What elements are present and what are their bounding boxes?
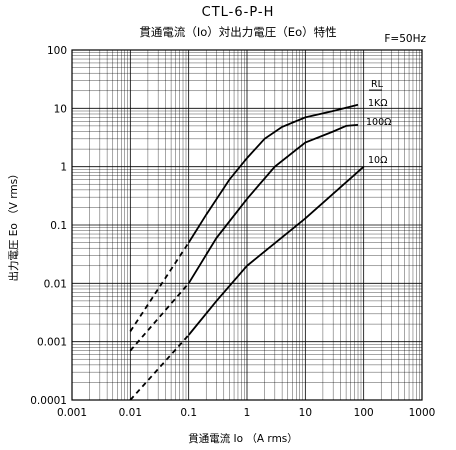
chart-subtitle: 貫通電流（Io）対出力電圧（Eo）特性 <box>139 25 336 39</box>
series-label: 100Ω <box>366 117 391 128</box>
y-tick-label: 100 <box>47 45 67 57</box>
x-tick-label: 0.001 <box>57 407 87 419</box>
series-10-dashed <box>129 334 190 401</box>
y-tick-label: 0.0001 <box>30 395 67 407</box>
series-100-dashed <box>129 282 190 352</box>
series-label: 1KΩ <box>368 98 388 109</box>
series-label: 10Ω <box>368 155 387 166</box>
x-tick-label: 1000 <box>409 407 436 419</box>
frequency-note: F=50Hz <box>384 33 426 45</box>
tick-labels: 0.001 0.01 0.1 1 10 100 1000 100 10 1 0.1 0.01 0.001… <box>30 45 435 419</box>
chart-title: CTL-6-P-H <box>202 5 275 20</box>
x-tick-label: 100 <box>354 407 374 419</box>
x-axis-label: 貫通電流 Io （A rms） <box>188 432 298 445</box>
legend-header: RL <box>371 79 384 90</box>
x-tick-label: 0.1 <box>180 407 197 419</box>
y-tick-label: 0.001 <box>37 337 67 349</box>
curves <box>129 103 365 401</box>
x-tick-label: 10 <box>299 407 312 419</box>
series-labels: RL 1KΩ 100Ω 10Ω <box>366 79 391 166</box>
series-1k-line <box>187 103 359 244</box>
x-tick-label: 1 <box>244 407 251 419</box>
series-10-line <box>188 166 365 336</box>
y-tick-label: 0.01 <box>44 278 67 290</box>
plot-frame <box>71 49 423 401</box>
y-tick-label: 0.1 <box>50 220 67 232</box>
y-tick-label: 10 <box>54 103 67 115</box>
y-axis-label: 出力電圧 Eo （V rms） <box>7 168 20 281</box>
y-tick-label: 1 <box>60 162 67 174</box>
series-100-line <box>187 124 359 284</box>
series-1k-dashed <box>129 242 190 332</box>
grid <box>72 50 422 400</box>
x-tick-label: 0.01 <box>119 407 142 419</box>
